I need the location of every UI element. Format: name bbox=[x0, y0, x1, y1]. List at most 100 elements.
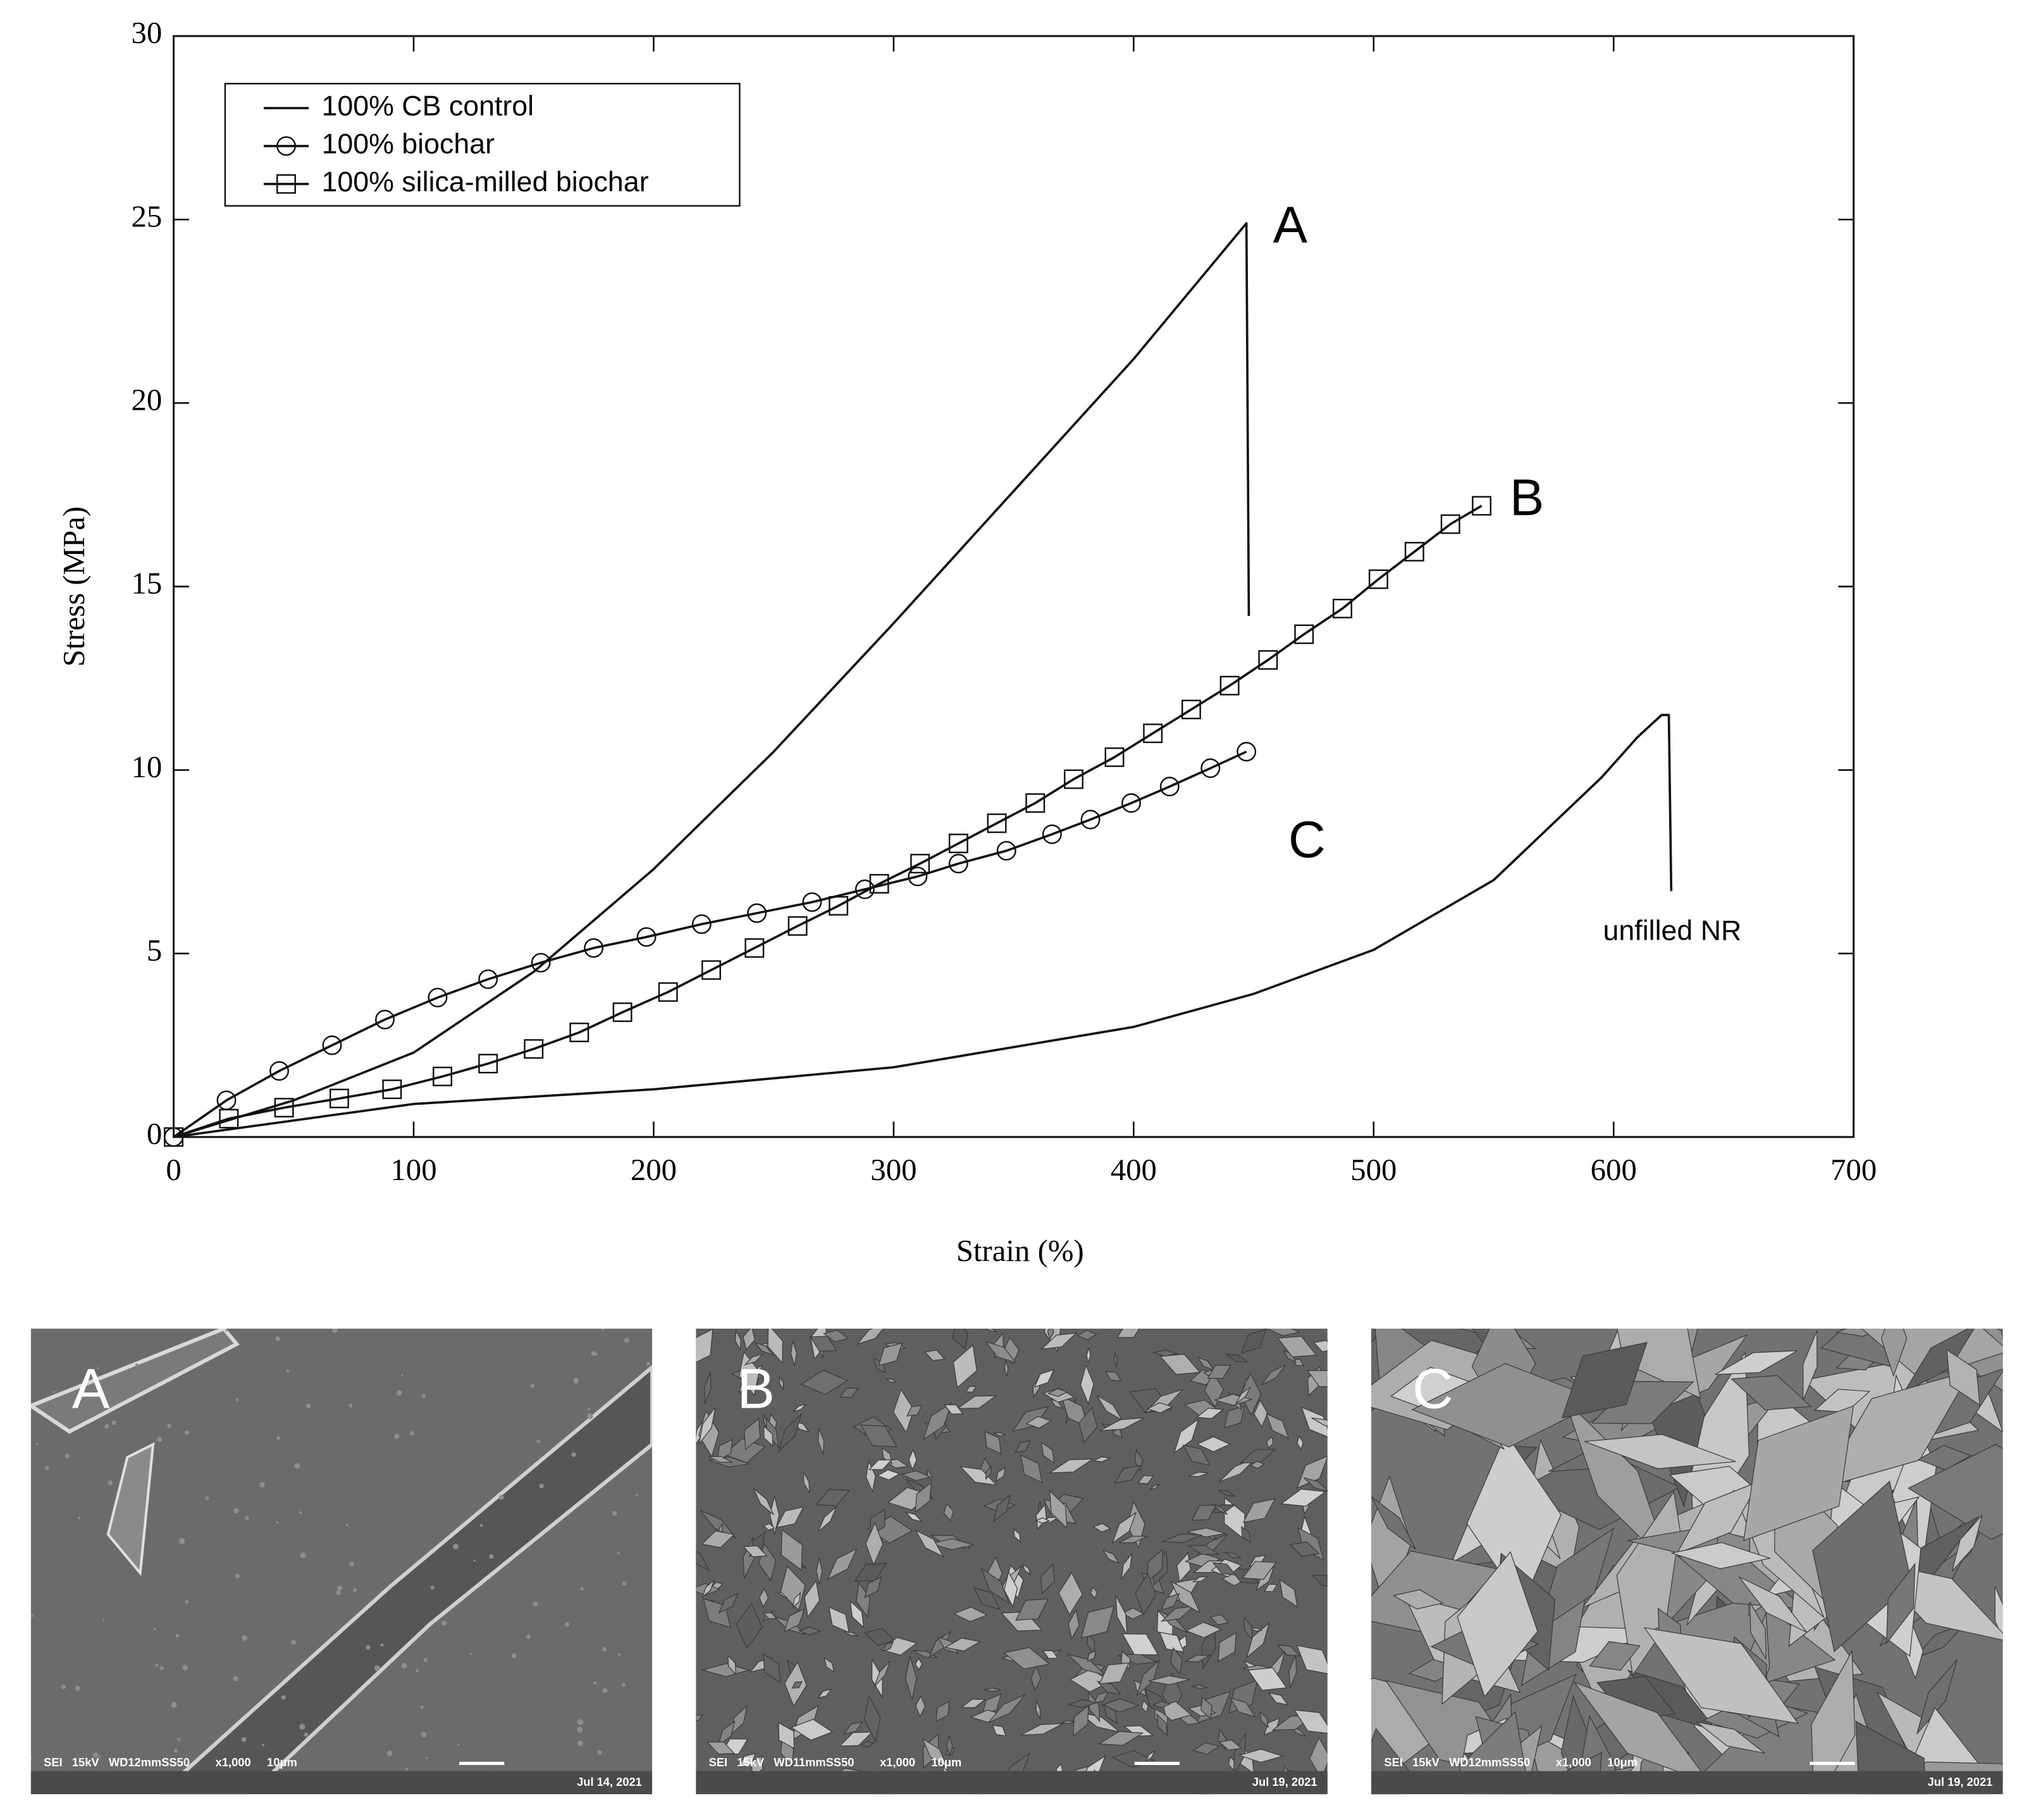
flake bbox=[1076, 1329, 1097, 1341]
y-tick-label: 10 bbox=[131, 750, 162, 784]
flake bbox=[1159, 1353, 1201, 1375]
flake bbox=[1182, 1444, 1211, 1466]
speck bbox=[179, 1538, 185, 1544]
marker-square bbox=[1440, 514, 1460, 534]
speck bbox=[617, 1551, 620, 1555]
flake bbox=[935, 1700, 950, 1723]
image-label: C bbox=[1412, 1356, 1453, 1420]
flake bbox=[992, 1725, 1007, 1737]
x-tick-label: 700 bbox=[1830, 1153, 1877, 1187]
flake bbox=[1162, 1534, 1202, 1544]
flake bbox=[1591, 1380, 1694, 1424]
flake bbox=[1916, 1659, 1958, 1734]
flake bbox=[980, 1567, 1010, 1604]
marker-square bbox=[744, 938, 765, 958]
sem-image: C SEI 15kV WD12mmSS50 x1,000 10μm Jul 19, … bbox=[1371, 1329, 2003, 1795]
x-tick-label: 200 bbox=[631, 1153, 677, 1187]
flake bbox=[1033, 1368, 1055, 1388]
flake bbox=[736, 1602, 763, 1649]
flake bbox=[944, 1404, 964, 1415]
marker-square bbox=[1404, 541, 1424, 562]
flake bbox=[1152, 1350, 1179, 1357]
speck bbox=[349, 1561, 354, 1566]
flake bbox=[1951, 1515, 1983, 1571]
marker-square bbox=[382, 1079, 402, 1099]
flake bbox=[810, 1336, 837, 1352]
flake bbox=[878, 1342, 903, 1367]
flake bbox=[1116, 1329, 1140, 1338]
flake bbox=[1141, 1699, 1149, 1714]
flake bbox=[873, 1661, 891, 1687]
flake bbox=[1100, 1698, 1140, 1713]
flake bbox=[1087, 1650, 1097, 1662]
speck bbox=[61, 1684, 66, 1690]
speck bbox=[75, 1685, 80, 1692]
flake bbox=[985, 1465, 992, 1480]
flake bbox=[1035, 1700, 1041, 1719]
y-tick-label: 0 bbox=[147, 1117, 162, 1151]
flake bbox=[1293, 1709, 1328, 1734]
speck bbox=[587, 1408, 591, 1411]
legend-label: 100% CB control bbox=[321, 90, 534, 122]
speck bbox=[337, 1585, 343, 1591]
flake bbox=[1240, 1449, 1276, 1463]
flake bbox=[1002, 1336, 1020, 1365]
speck bbox=[97, 1367, 99, 1370]
x-tick-label: 300 bbox=[870, 1153, 916, 1187]
flake bbox=[922, 1401, 953, 1441]
speck bbox=[526, 1634, 531, 1639]
speck bbox=[135, 1363, 139, 1367]
flake bbox=[1371, 1496, 1416, 1550]
flake bbox=[1121, 1552, 1133, 1580]
flake bbox=[1137, 1475, 1154, 1484]
speck bbox=[205, 1496, 209, 1501]
speck bbox=[593, 1681, 596, 1685]
flake bbox=[791, 1681, 803, 1689]
flake bbox=[1176, 1552, 1192, 1583]
marker-circle bbox=[478, 969, 498, 989]
flake bbox=[993, 1432, 1006, 1436]
flake bbox=[1099, 1417, 1145, 1432]
flake bbox=[1749, 1601, 1767, 1659]
annotation: B bbox=[1510, 469, 1544, 527]
flake bbox=[1195, 1408, 1224, 1419]
flake bbox=[1811, 1649, 1856, 1795]
flake bbox=[779, 1375, 784, 1391]
marker-circle bbox=[1237, 742, 1257, 762]
x-tick-label: 500 bbox=[1350, 1153, 1397, 1187]
flake bbox=[753, 1341, 774, 1356]
flake bbox=[1021, 1563, 1032, 1575]
flake bbox=[854, 1563, 887, 1582]
flake bbox=[860, 1424, 898, 1448]
sem-image: B SEI 15kV WD11mmSS50 x1,000 10μm Jul 19, … bbox=[696, 1329, 1328, 1795]
speck bbox=[182, 1664, 188, 1671]
marker-circle bbox=[636, 927, 657, 947]
speck bbox=[123, 1757, 128, 1762]
flake bbox=[1812, 1480, 1912, 1652]
flake bbox=[1223, 1552, 1242, 1559]
marker-square bbox=[569, 1023, 589, 1043]
marker-square bbox=[787, 916, 808, 936]
flake bbox=[1183, 1654, 1211, 1663]
speck bbox=[539, 1484, 545, 1489]
flake bbox=[827, 1547, 858, 1580]
marker-circle bbox=[802, 892, 822, 913]
flake bbox=[953, 1606, 989, 1622]
speck bbox=[597, 1750, 602, 1755]
flake bbox=[1908, 1444, 2003, 1540]
caption-bar bbox=[696, 1771, 1328, 1795]
flake bbox=[1292, 1358, 1304, 1367]
flake bbox=[1047, 1388, 1069, 1397]
speck bbox=[78, 1516, 81, 1520]
flake bbox=[1917, 1444, 1972, 1470]
flake bbox=[769, 1496, 780, 1535]
marker-square bbox=[1143, 723, 1163, 744]
flake bbox=[743, 1329, 756, 1351]
marker-square bbox=[1104, 747, 1125, 767]
speck bbox=[276, 1436, 280, 1440]
image-date: Jul 14, 2021 bbox=[577, 1775, 642, 1788]
flake bbox=[865, 1522, 884, 1566]
flake bbox=[1020, 1454, 1043, 1484]
flake bbox=[1241, 1525, 1251, 1544]
speck bbox=[300, 1553, 306, 1559]
